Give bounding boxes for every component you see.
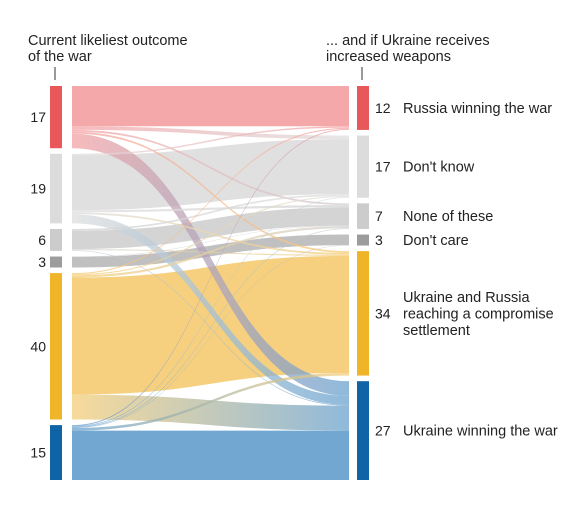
flow-dontknow-to-ukraine	[72, 214, 349, 405]
right-node-dontcare	[357, 234, 369, 246]
flow-compromise-to-russia	[72, 127, 349, 275]
right-value-compromise: 34	[375, 305, 391, 321]
flow-ukraine-to-dontcare	[72, 245, 349, 429]
nodes-group	[50, 86, 369, 480]
left-node-dontcare	[50, 256, 62, 268]
right-node-russia	[357, 86, 369, 130]
left-value-compromise: 40	[30, 338, 46, 354]
left-value-none: 6	[38, 232, 46, 248]
right-node-compromise	[357, 251, 369, 376]
flow-ukraine-to-none	[72, 228, 349, 428]
left-value-ukraine: 15	[30, 445, 46, 461]
right-node-ukraine	[357, 381, 369, 480]
flow-compromise-to-none	[72, 226, 349, 278]
right-label-compromise: Ukraine and Russia reaching a compromise s…	[403, 290, 554, 339]
right-label-dontknow: Don't know	[403, 160, 475, 176]
right-value-dontcare: 3	[375, 232, 383, 248]
right-label-dontcare: Don't care	[403, 233, 469, 249]
flow-russia-to-ukraine	[72, 133, 349, 396]
flow-russia-to-none	[72, 129, 349, 206]
left-value-dontknow: 19	[30, 181, 46, 197]
flow-dontknow-to-none	[72, 205, 349, 213]
left-column-header: Current likeliest outcome of the war	[28, 33, 188, 65]
right-node-dontknow	[357, 135, 369, 198]
right-value-dontknow: 17	[375, 159, 391, 175]
flow-ukraine-to-dontknow	[72, 197, 349, 427]
flow-dontknow-to-dontknow	[72, 139, 349, 211]
right-value-none: 7	[375, 208, 383, 224]
flow-dontknow-to-russia	[72, 126, 349, 156]
right-label-russia: Russia winning the war	[403, 101, 552, 117]
labels-group: 17 12 Russia winning the war 19 17 Don't know…	[30, 100, 557, 461]
flow-ukraine-to-compromise	[72, 373, 349, 431]
left-node-dontknow	[50, 153, 62, 224]
flow-russia-to-compromise	[72, 131, 349, 253]
left-value-russia: 17	[30, 109, 46, 125]
flow-compromise-to-ukraine	[72, 394, 349, 431]
flow-russia-to-dontknow	[72, 126, 349, 140]
flow-none-to-dontknow	[72, 194, 349, 231]
left-node-russia	[50, 86, 62, 149]
left-node-none	[50, 228, 62, 251]
flow-ukraine-to-ukraine	[72, 430, 349, 480]
flow-compromise-to-dontknow	[72, 195, 349, 276]
left-value-dontcare: 3	[38, 254, 46, 270]
flow-dontknow-to-compromise	[72, 212, 349, 255]
right-label-none: None of these	[403, 209, 493, 225]
right-value-ukraine: 27	[375, 423, 391, 439]
right-label-ukraine: Ukraine winning the war	[403, 424, 558, 440]
flows-group	[72, 86, 349, 480]
flow-dontcare-to-none	[72, 225, 349, 257]
right-column-header: ... and if Ukraine receives increased we…	[326, 33, 490, 65]
left-node-ukraine	[50, 425, 62, 480]
flow-russia-to-russia	[72, 86, 349, 127]
right-node-none	[357, 203, 369, 229]
right-value-russia: 12	[375, 100, 391, 116]
flow-ukraine-to-russia	[72, 128, 349, 427]
left-node-compromise	[50, 273, 62, 420]
